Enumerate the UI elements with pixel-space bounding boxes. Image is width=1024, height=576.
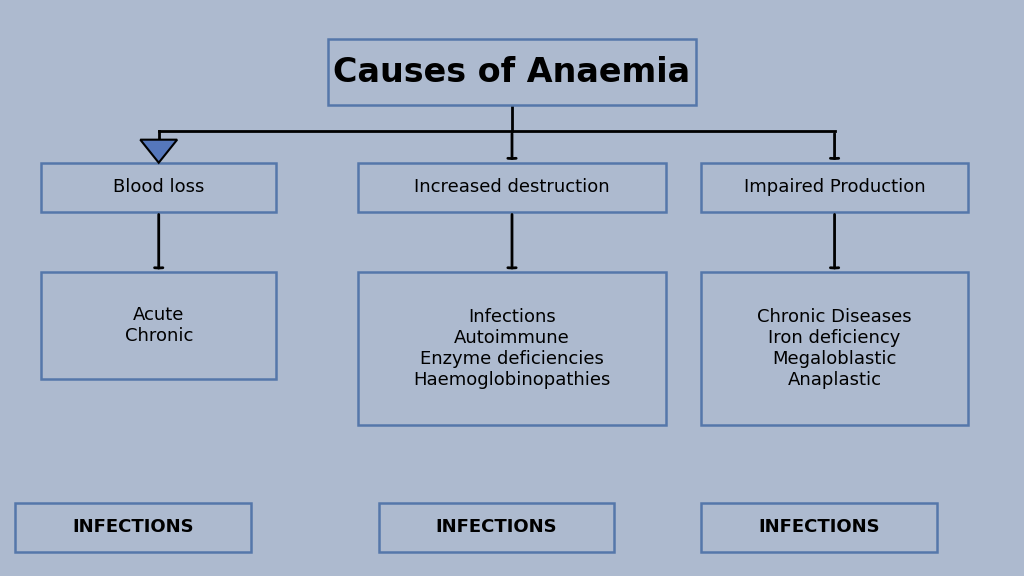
FancyBboxPatch shape [41,272,276,379]
FancyBboxPatch shape [358,272,666,425]
Text: Increased destruction: Increased destruction [414,178,610,196]
Text: Impaired Production: Impaired Production [743,178,926,196]
FancyBboxPatch shape [41,162,276,211]
Text: Infections
Autoimmune
Enzyme deficiencies
Haemoglobinopathies: Infections Autoimmune Enzyme deficiencie… [414,308,610,389]
FancyBboxPatch shape [328,39,696,105]
Text: Acute
Chronic: Acute Chronic [125,306,193,345]
FancyBboxPatch shape [358,162,666,211]
Text: INFECTIONS: INFECTIONS [73,518,194,536]
FancyBboxPatch shape [15,502,251,552]
FancyBboxPatch shape [701,502,937,552]
FancyBboxPatch shape [701,272,968,425]
Text: INFECTIONS: INFECTIONS [436,518,557,536]
Text: INFECTIONS: INFECTIONS [759,518,880,536]
Text: Blood loss: Blood loss [113,178,205,196]
Polygon shape [140,139,177,162]
Text: Causes of Anaemia: Causes of Anaemia [334,55,690,89]
FancyBboxPatch shape [379,502,614,552]
Text: Chronic Diseases
Iron deficiency
Megaloblastic
Anaplastic: Chronic Diseases Iron deficiency Megalob… [757,308,912,389]
FancyBboxPatch shape [701,162,968,211]
